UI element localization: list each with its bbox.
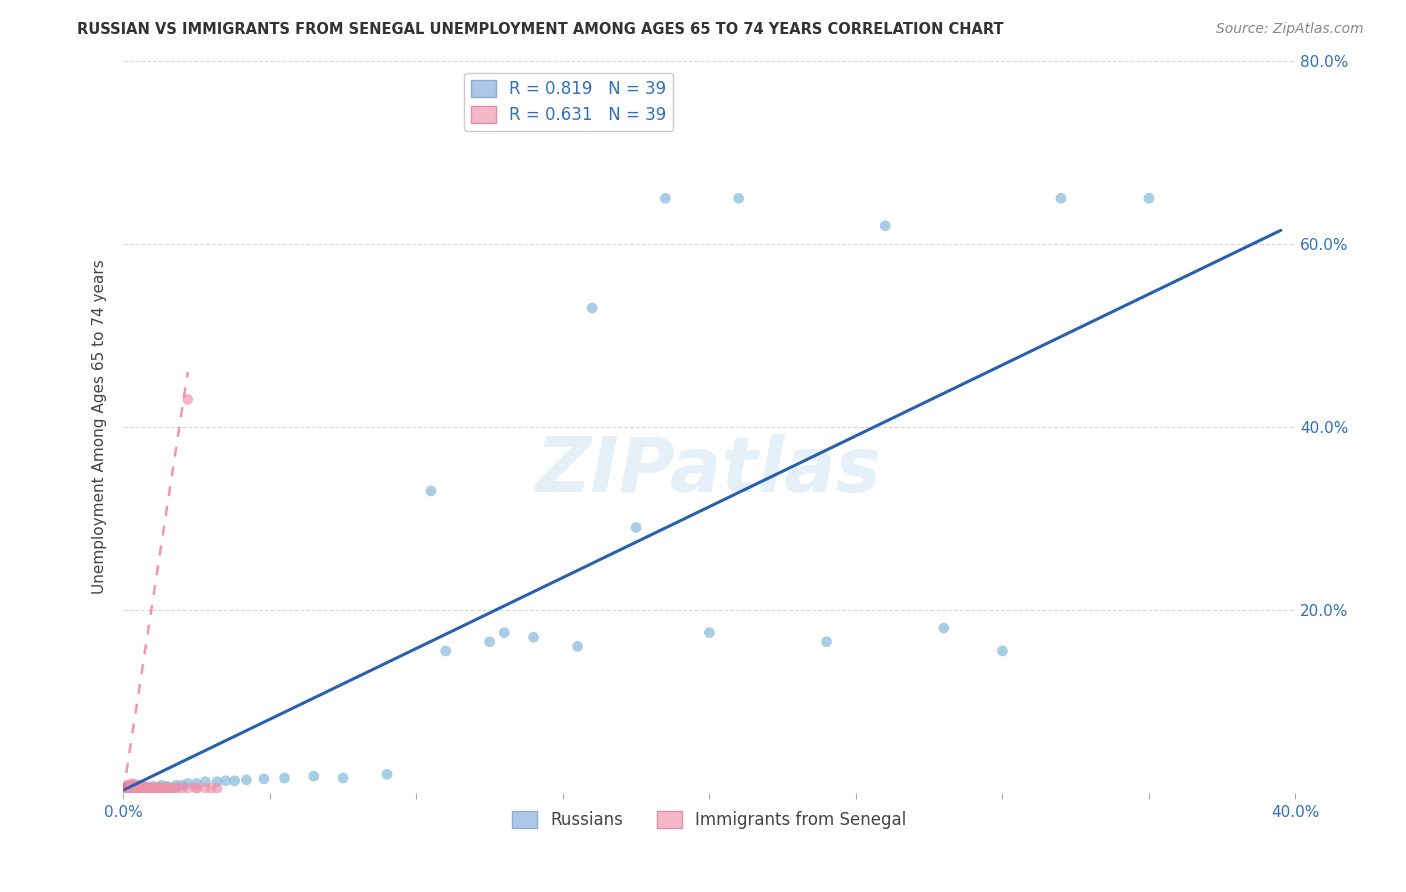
Point (159, 781, 181, 796)
Point (224, 773, 246, 788)
Point (177, 776, 200, 790)
Point (375, 767, 398, 781)
Point (170, 781, 193, 796)
Point (138, 780, 160, 794)
Point (129, 779, 152, 793)
Point (302, 769, 325, 783)
Point (273, 771, 295, 785)
Point (153, 781, 176, 796)
Point (156, 781, 179, 796)
Point (177, 392, 200, 407)
Point (142, 779, 165, 793)
Point (727, 191, 749, 205)
Point (145, 781, 167, 796)
Y-axis label: Unemployment Among Ages 65 to 74 years: Unemployment Among Ages 65 to 74 years (93, 260, 107, 594)
Point (124, 780, 146, 794)
Point (135, 781, 157, 796)
Point (165, 778, 187, 792)
Point (434, 644, 457, 658)
Point (121, 778, 143, 792)
Point (148, 781, 170, 796)
Point (186, 781, 208, 796)
Point (991, 644, 1014, 658)
Point (194, 774, 217, 789)
Point (253, 772, 276, 786)
Point (153, 781, 176, 796)
Point (186, 781, 208, 796)
Point (200, 781, 222, 796)
Point (1050, 191, 1073, 205)
Point (132, 781, 155, 796)
Point (494, 625, 516, 640)
Point (148, 780, 170, 794)
Point (118, 779, 141, 793)
Point (127, 779, 149, 793)
Point (478, 634, 501, 648)
Point (332, 771, 354, 785)
Text: ZIPatlas: ZIPatlas (536, 434, 883, 508)
Point (115, 781, 138, 796)
Point (177, 781, 200, 796)
Point (567, 640, 589, 654)
Text: Source: ZipAtlas.com: Source: ZipAtlas.com (1216, 22, 1364, 37)
Point (156, 779, 179, 793)
Point (1137, 191, 1160, 205)
Point (815, 634, 838, 648)
Point (235, 772, 257, 787)
Point (156, 781, 179, 796)
Point (142, 781, 165, 796)
Point (124, 781, 146, 796)
Point (215, 773, 238, 788)
Point (118, 781, 141, 796)
Point (581, 301, 603, 315)
Point (150, 781, 173, 796)
Point (624, 520, 647, 534)
Point (142, 781, 165, 796)
Point (138, 781, 160, 796)
Text: RUSSIAN VS IMMIGRANTS FROM SENEGAL UNEMPLOYMENT AMONG AGES 65 TO 74 YEARS CORREL: RUSSIAN VS IMMIGRANTS FROM SENEGAL UNEMP… (77, 22, 1004, 37)
Point (121, 776, 143, 790)
Point (124, 777, 146, 791)
Point (129, 780, 152, 794)
Point (145, 781, 167, 796)
Point (118, 778, 141, 792)
Point (932, 621, 955, 635)
Point (121, 781, 143, 796)
Point (205, 774, 228, 789)
Point (124, 780, 146, 794)
Point (135, 781, 157, 796)
Point (875, 219, 897, 233)
Point (129, 781, 152, 796)
Point (699, 625, 721, 640)
Point (135, 780, 157, 794)
Point (165, 781, 187, 796)
Point (115, 778, 138, 792)
Point (654, 191, 676, 205)
Legend: Russians, Immigrants from Senegal: Russians, Immigrants from Senegal (506, 804, 912, 836)
Point (148, 781, 170, 796)
Point (127, 778, 149, 792)
Point (124, 781, 146, 796)
Point (205, 781, 228, 796)
Point (132, 781, 155, 796)
Point (150, 778, 173, 792)
Point (420, 483, 443, 498)
Point (127, 781, 149, 796)
Point (522, 630, 544, 644)
Point (121, 779, 143, 793)
Point (170, 778, 193, 792)
Point (132, 779, 155, 793)
Point (127, 781, 149, 796)
Point (165, 781, 187, 796)
Point (115, 781, 138, 796)
Point (121, 781, 143, 796)
Point (129, 781, 152, 796)
Point (186, 776, 208, 790)
Point (118, 781, 141, 796)
Point (162, 781, 184, 796)
Point (194, 781, 217, 796)
